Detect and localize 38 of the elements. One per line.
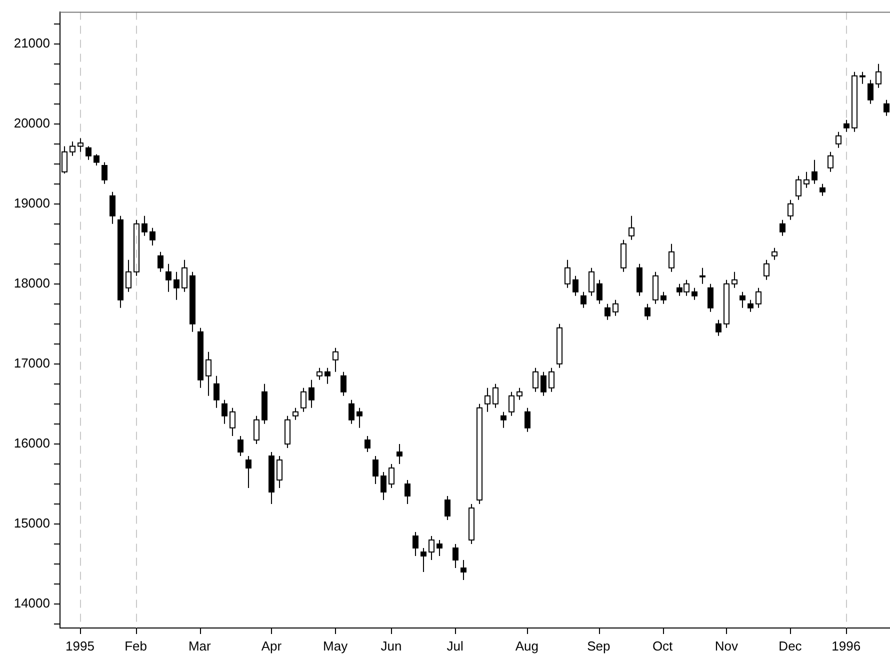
x-tick-label: Nov [714,638,738,654]
x-tick-label: 1995 [65,638,94,654]
x-tick-label: 1996 [832,638,861,654]
candlestick [860,71,866,84]
candlestick [876,63,882,88]
x-tick-label: Aug [515,638,538,654]
y-tick-label: 17000 [14,355,50,370]
candlestick [484,387,490,412]
x-tick-label: May [323,638,348,654]
x-tick-label: Mar [188,638,212,654]
x-tick-label: Apr [261,638,282,654]
x-tick-label: Feb [124,638,148,654]
candlestick [230,407,236,436]
y-tick-label: 14000 [14,596,50,611]
candlestick [126,259,132,292]
candlestick [564,259,570,288]
candlestick [182,259,188,292]
y-tick-label: 15000 [14,516,50,531]
y-tick-label: 19000 [14,195,50,210]
candlestick [332,347,338,372]
candlestick [668,243,674,272]
y-tick-label: 18000 [14,275,50,290]
y-tick-label: 20000 [14,115,50,130]
x-tick-label: Jul [446,638,464,654]
candlestick [628,215,634,240]
candlestick [276,455,282,488]
x-tick-label: Sep [587,638,610,654]
x-tick-label: Dec [778,638,802,654]
candlestick [700,267,706,284]
x-tick-label: Jun [380,638,402,654]
y-tick-label: 21000 [14,35,50,50]
x-tick-label: Oct [652,638,674,654]
candlestick [732,271,738,288]
candlestick [804,171,810,188]
candlestick [428,535,434,560]
candlestick [78,138,84,152]
y-tick-label: 16000 [14,436,50,451]
candlestick [206,351,212,396]
